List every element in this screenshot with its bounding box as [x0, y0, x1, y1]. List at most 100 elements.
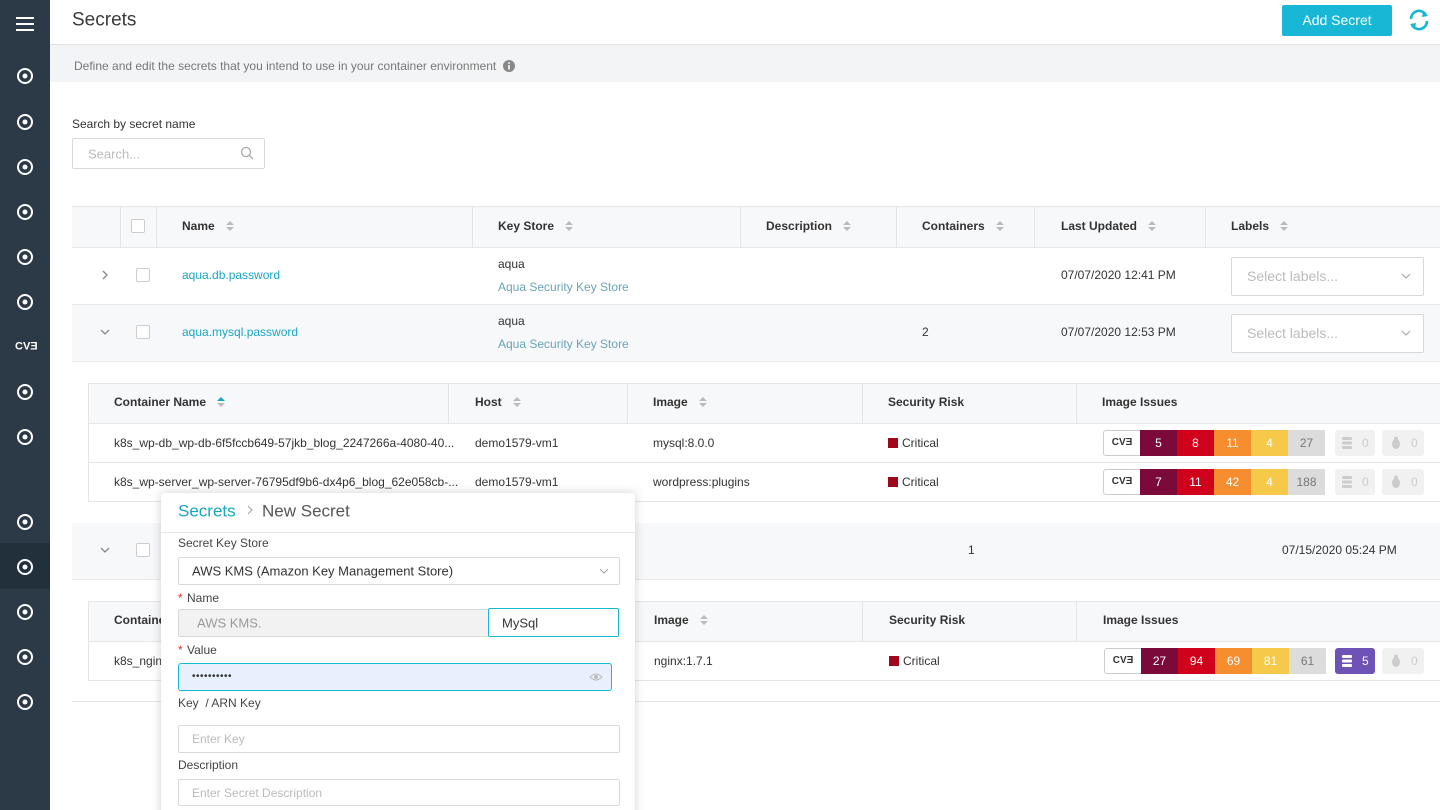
labels-select[interactable]	[1231, 314, 1424, 353]
sidebar-icon[interactable]	[16, 203, 34, 221]
sidebar-icon[interactable]	[16, 693, 34, 711]
issue-count: 4	[1266, 436, 1273, 450]
image-name: wordpress:plugins	[653, 475, 750, 489]
show-password-icon[interactable]	[589, 671, 603, 683]
sort-icon[interactable]	[1279, 220, 1289, 232]
sidebar-icon[interactable]	[16, 158, 34, 176]
sensitive-data-box[interactable]	[1335, 430, 1375, 456]
checkbox[interactable]	[131, 219, 145, 233]
sensitive-data-box[interactable]	[1335, 469, 1375, 495]
column-header[interactable]: Labels	[1231, 219, 1270, 233]
add-secret-button[interactable]	[1282, 5, 1392, 36]
malware-box[interactable]	[1382, 430, 1424, 456]
refresh-icon-svg	[1409, 9, 1429, 31]
sidebar-icon[interactable]	[16, 67, 34, 85]
name-input[interactable]	[488, 608, 619, 637]
sidebar-icon[interactable]	[16, 293, 34, 311]
breadcrumb-link[interactable]: Secrets	[178, 501, 236, 521]
subtable-column-header[interactable]: Host	[475, 395, 502, 409]
column-header[interactable]: Last Updated	[1061, 219, 1138, 233]
sidebar-icon[interactable]	[16, 648, 34, 666]
refresh-icon[interactable]	[1407, 8, 1431, 32]
issue-count: 81	[1263, 654, 1278, 668]
search-input[interactable]	[72, 138, 265, 169]
sort-icon[interactable]	[842, 220, 852, 232]
modal-divider	[161, 532, 635, 533]
sidebar-icon-svg	[17, 159, 33, 175]
sort-icon[interactable]	[1147, 220, 1157, 232]
malware-icon-svg	[1392, 436, 1400, 449]
issue-count: 61	[1300, 654, 1315, 668]
sidebar-icon[interactable]	[16, 603, 34, 621]
column-header[interactable]: Name	[182, 219, 215, 233]
key-input[interactable]	[178, 725, 620, 753]
column-header[interactable]: Description	[766, 219, 833, 233]
sensitive-data-box[interactable]	[1335, 648, 1375, 674]
secret-name-link[interactable]: aqua.db.password	[182, 268, 281, 282]
containers-count: 1	[968, 543, 975, 557]
menu-icon[interactable]	[15, 15, 35, 33]
issue-count: 42	[1225, 475, 1240, 489]
key-store: aqua	[498, 257, 525, 271]
value-input[interactable]	[178, 663, 612, 691]
sidebar-icon[interactable]	[16, 113, 34, 131]
sidebar-icon[interactable]	[16, 248, 34, 266]
image-name: mysql:8.0.0	[653, 436, 715, 450]
subtable-column-header[interactable]: Container Name	[114, 395, 207, 409]
info-bar	[50, 45, 1440, 82]
issue-count: 27	[1152, 654, 1167, 668]
checkbox[interactable]	[136, 325, 150, 339]
expand-chevron[interactable]	[99, 326, 111, 338]
sidebar-cve-icon[interactable]: CVƎ	[15, 340, 38, 353]
sort-icon[interactable]	[225, 220, 235, 232]
column-header[interactable]: Containers	[922, 219, 985, 233]
sidebar-icon-svg	[17, 68, 33, 84]
checkbox[interactable]	[136, 543, 150, 557]
sort-icon[interactable]	[995, 220, 1005, 232]
sidebar-icon[interactable]	[16, 513, 34, 531]
column-header[interactable]: Key Store	[498, 219, 555, 233]
issue-count-box	[1252, 648, 1289, 674]
issue-count: 188	[1296, 475, 1317, 489]
labels-select[interactable]	[1231, 257, 1424, 296]
expand-chevron[interactable]	[99, 544, 111, 556]
sensitive-data-icon-svg	[1342, 437, 1352, 449]
subtable-column-header: Image Issues	[1103, 613, 1179, 627]
subtable-column-header[interactable]: Image	[653, 395, 688, 409]
malware-box[interactable]	[1382, 469, 1424, 495]
secret-name-link[interactable]: aqua.mysql.password	[182, 325, 299, 339]
sort-icon[interactable]	[564, 220, 574, 232]
key-store-select[interactable]	[178, 557, 620, 585]
sort-icon[interactable]	[699, 614, 709, 626]
subtable-column-header[interactable]: Image	[654, 613, 689, 627]
expand-chevron[interactable]	[99, 269, 111, 281]
checkbox[interactable]	[136, 268, 150, 282]
subtable-header	[88, 383, 1440, 424]
malware-box[interactable]	[1382, 648, 1424, 674]
security-risk: Critical	[903, 654, 940, 668]
sort-icon-svg	[699, 615, 708, 625]
sort-icon-svg	[1280, 221, 1289, 231]
sidebar-icon[interactable]	[16, 383, 34, 401]
sidebar-icon[interactable]	[16, 558, 34, 576]
breadcrumb-separator	[246, 504, 254, 516]
sidebar-icon[interactable]	[16, 428, 34, 446]
column-divider	[120, 207, 121, 247]
sort-icon[interactable]	[698, 396, 708, 408]
issue-count-box	[1288, 469, 1325, 495]
info-bar-text: Define and edit the secrets that you int…	[74, 59, 497, 73]
labels-placeholder: Select labels...	[1247, 325, 1339, 341]
sort-icon[interactable]	[512, 396, 522, 408]
issue-count: 8	[1192, 436, 1199, 450]
key-store-type: Aqua Security Key Store	[498, 280, 629, 294]
column-divider	[472, 207, 473, 247]
sensitive-data-icon-svg	[1342, 655, 1352, 667]
host: demo1579-vm1	[475, 475, 559, 489]
search-icon-svg	[240, 146, 254, 160]
select-arrow	[1400, 327, 1412, 339]
key-store: aqua	[498, 314, 525, 328]
sort-icon[interactable]	[216, 396, 226, 408]
issue-count: 7	[1155, 475, 1162, 489]
description-input[interactable]	[178, 779, 620, 806]
